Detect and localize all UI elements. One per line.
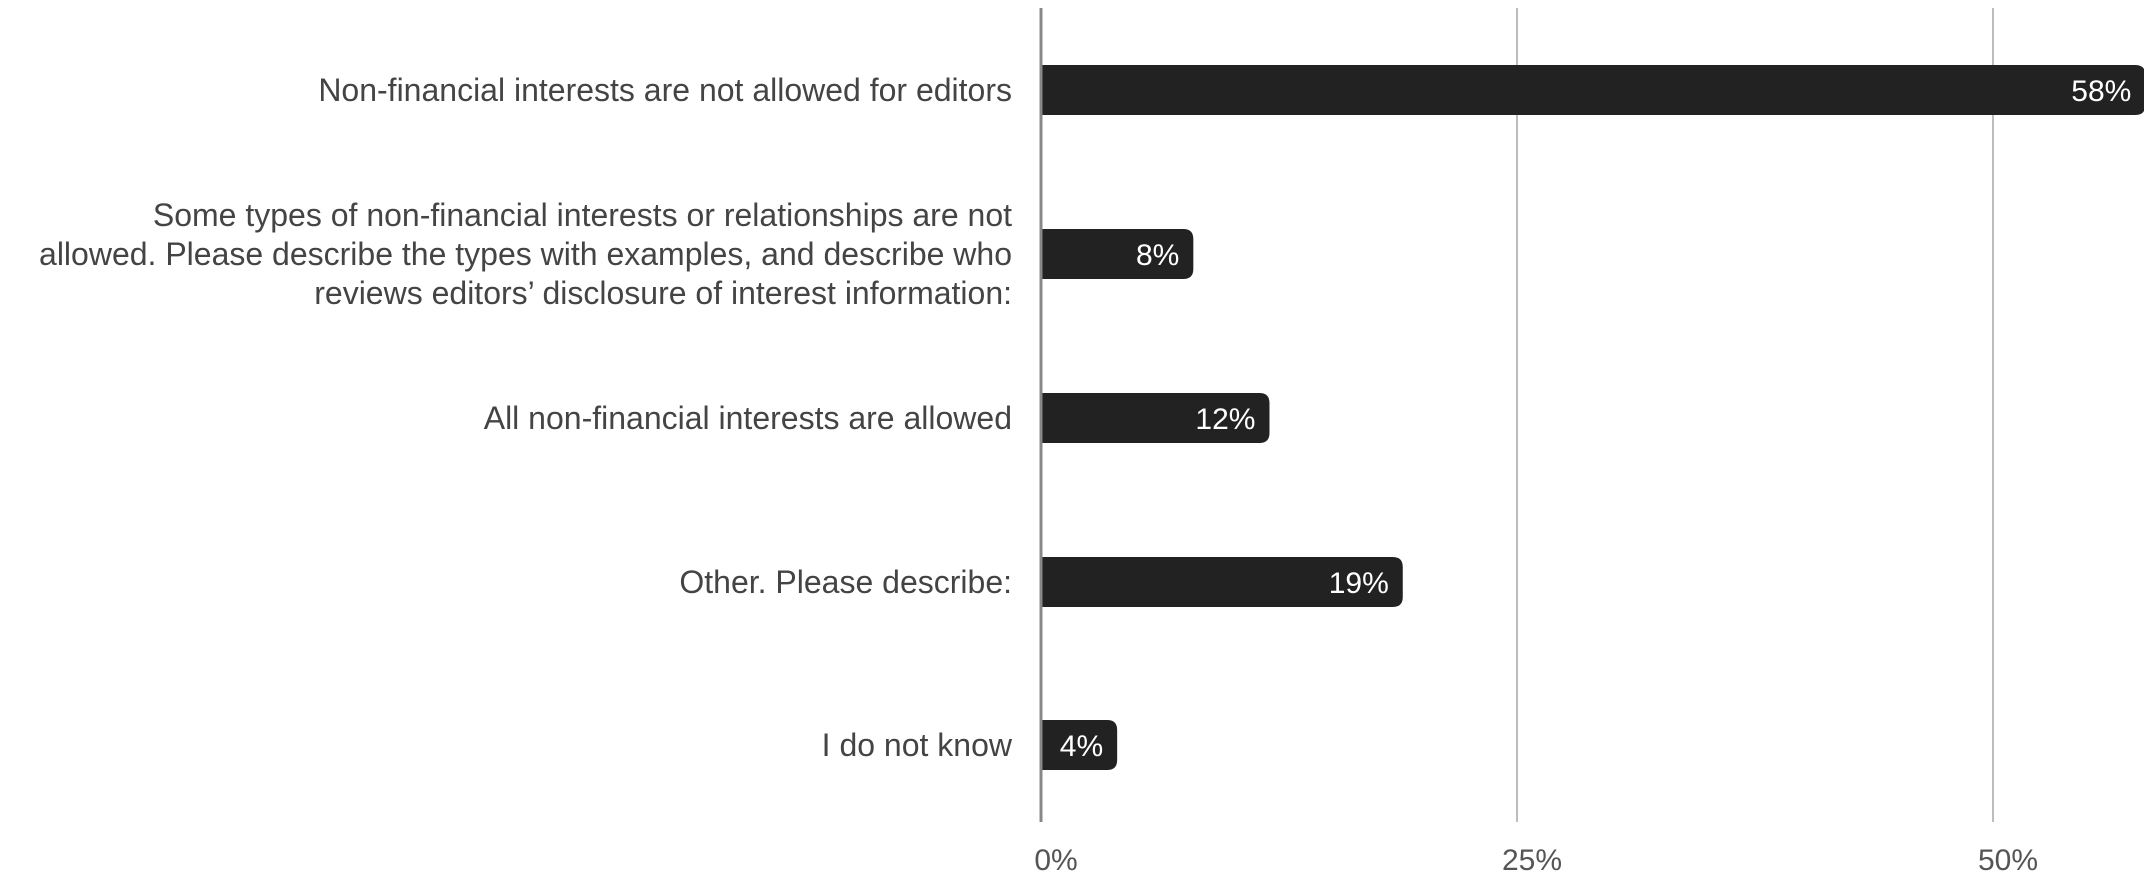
category-label-line: reviews editors’ disclosure of interest … (314, 275, 1012, 311)
x-axis: 0% 25% 50% (1034, 8, 2038, 872)
bar-value-label: 8% (1136, 239, 1179, 272)
x-tick-label: 25% (1502, 844, 1562, 872)
bar (1041, 229, 1194, 279)
category-label: Non-financial interests are not allowed … (318, 72, 1012, 108)
category-label-line: Other. Please describe: (679, 564, 1012, 600)
category-labels: Non-financial interests are not allowed … (39, 72, 1013, 763)
bar-value-label: 12% (1195, 403, 1255, 436)
category-label-line: Some types of non-financial interests or… (153, 197, 1012, 233)
bar-value-label: 58% (2071, 75, 2131, 108)
category-label: Some types of non-financial interests or… (39, 197, 1012, 311)
bar-value-label: 4% (1060, 730, 1103, 763)
category-label-line: I do not know (822, 727, 1013, 763)
x-tick-label: 0% (1034, 844, 1077, 872)
x-tick-label: 50% (1978, 844, 2038, 872)
bar-value-label: 19% (1329, 567, 1389, 600)
category-label: All non-financial interests are allowed (484, 400, 1012, 436)
category-label-line: allowed. Please describe the types with … (39, 236, 1012, 272)
category-label-line: Non-financial interests are not allowed … (318, 72, 1012, 108)
category-label: Other. Please describe: (679, 564, 1012, 600)
bars: 58% 8% 12% 19% 4% (1041, 65, 2144, 770)
bar (1041, 720, 1118, 770)
bar (1041, 393, 1270, 443)
bar (1041, 65, 2144, 115)
category-label: I do not know (822, 727, 1013, 763)
category-label-line: All non-financial interests are allowed (484, 400, 1012, 436)
gridlines (1516, 8, 1994, 822)
bar (1041, 557, 1403, 607)
